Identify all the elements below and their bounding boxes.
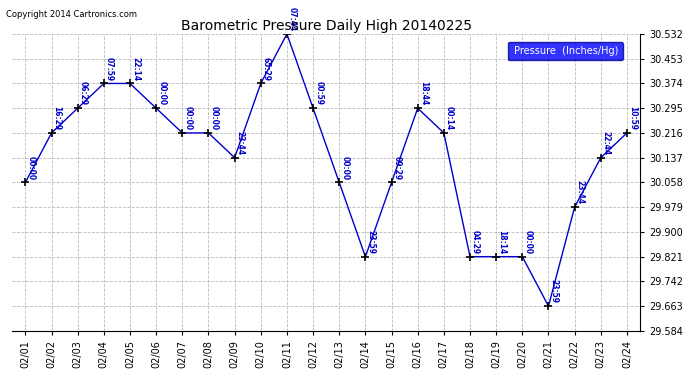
Text: 00:00: 00:00: [157, 81, 166, 105]
Text: 16:29: 16:29: [52, 106, 61, 130]
Text: 18:44: 18:44: [419, 81, 428, 105]
Text: 06:29: 06:29: [79, 81, 88, 105]
Text: 22:44: 22:44: [602, 131, 611, 155]
Text: 23:59: 23:59: [366, 230, 375, 254]
Text: 23:59: 23:59: [549, 279, 558, 303]
Text: 07:44: 07:44: [288, 7, 297, 31]
Text: 09:29: 09:29: [393, 156, 402, 180]
Text: 07:59: 07:59: [105, 57, 114, 81]
Text: 65:29: 65:29: [262, 57, 271, 81]
Text: 22:14: 22:14: [131, 57, 140, 81]
Title: Barometric Pressure Daily High 20140225: Barometric Pressure Daily High 20140225: [181, 19, 472, 33]
Text: 00:00: 00:00: [210, 106, 219, 130]
Text: 00:14: 00:14: [445, 106, 454, 130]
Text: 00:00: 00:00: [26, 156, 35, 180]
Text: 00:59: 00:59: [314, 81, 323, 105]
Text: Copyright 2014 Cartronics.com: Copyright 2014 Cartronics.com: [6, 10, 137, 19]
Text: 18:14: 18:14: [497, 230, 506, 254]
Text: 00:00: 00:00: [524, 230, 533, 254]
Text: 00:00: 00:00: [340, 156, 349, 180]
Text: 04:29: 04:29: [471, 230, 480, 254]
Text: 10:59: 10:59: [628, 106, 637, 130]
Legend: Pressure  (Inches/Hg): Pressure (Inches/Hg): [508, 42, 622, 60]
Text: 23:44: 23:44: [575, 180, 584, 204]
Text: 00:00: 00:00: [184, 106, 193, 130]
Text: 23:44: 23:44: [236, 131, 245, 155]
